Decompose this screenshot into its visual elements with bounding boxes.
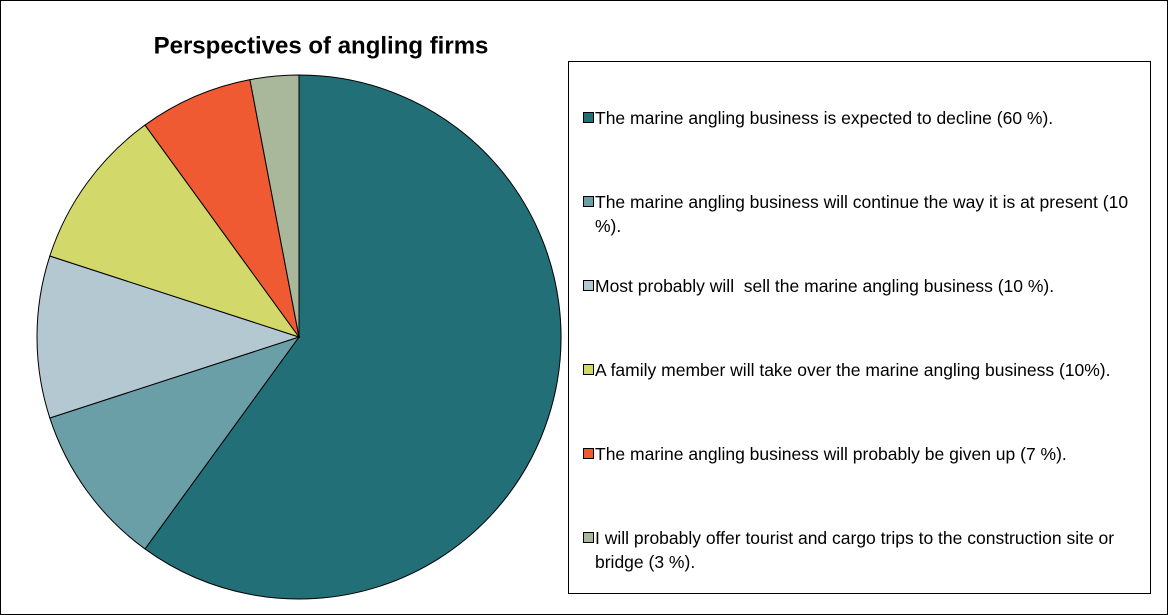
pie-slice [49,336,301,550]
legend-label: A family member will take over the marin… [595,360,1111,380]
legend-entry: The marine angling business will probabl… [583,442,1155,466]
legend-entry: The marine angling business is expected … [583,106,1155,130]
legend-entry: I will probably offer tourist and cargo … [583,526,1155,574]
legend-label: The marine angling business will continu… [595,192,1133,236]
pie-slice [49,124,301,338]
pie-slice [249,74,300,338]
legend-label: The marine angling business is expected … [595,108,1054,128]
legend-entry: The marine angling business will continu… [583,190,1155,238]
pie-slice [144,79,300,338]
legend-label: The marine angling business will probabl… [595,444,1067,464]
legend-swatch [583,280,594,291]
legend-entry: Most probably will sell the marine angli… [583,274,1155,298]
legend-label: Most probably will sell the marine angli… [595,276,1055,296]
legend-swatch [583,448,594,459]
pie-slice [144,74,562,600]
legend-swatch [583,112,594,123]
legend-entry: A family member will take over the marin… [583,358,1155,382]
legend-label: I will probably offer tourist and cargo … [595,528,1119,572]
pie-slice [36,255,301,419]
chart-title: Perspectives of angling firms [154,32,489,59]
legend-swatch [583,364,594,375]
legend: The marine angling business is expected … [568,61,1151,594]
legend-swatch [583,196,594,207]
legend-swatch [583,532,594,543]
